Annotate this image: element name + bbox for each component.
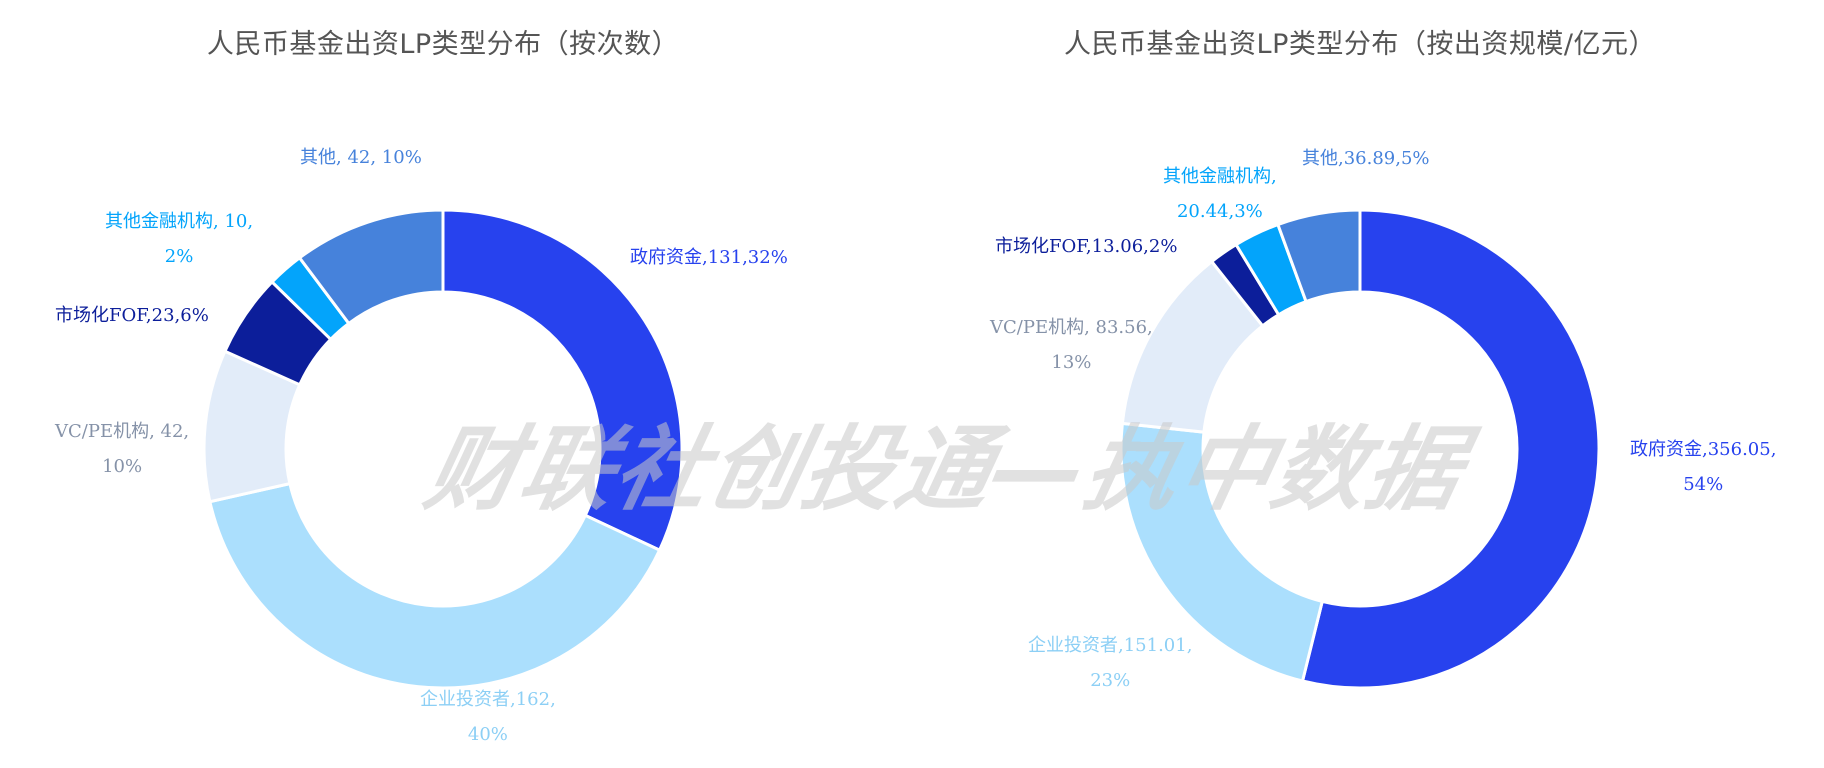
- chart-title-count: 人民币基金出资LP类型分布（按次数）: [206, 29, 680, 60]
- label-otherfin-amount: 其他金融机构, 20.44,3%: [1163, 159, 1277, 229]
- label-line: 市场化FOF,13.06,2%: [995, 236, 1178, 257]
- label-line: 其他,36.89,5%: [1302, 148, 1430, 169]
- label-line: VC/PE机构, 42,: [55, 421, 190, 442]
- label-corp-amount: 企业投资者,151.01, 23%: [1028, 628, 1192, 698]
- label-line: 企业投资者,151.01,: [1028, 635, 1193, 656]
- donut-segment-gov[interactable]: [441, 208, 684, 553]
- label-line: 10%: [102, 456, 143, 477]
- label-gov-amount: 政府资金,356.05, 54%: [1630, 432, 1776, 502]
- label-other-count: 其他, 42, 10%: [300, 140, 422, 175]
- label-line: 13%: [1051, 352, 1092, 373]
- label-vcpe-count: VC/PE机构, 42, 10%: [55, 414, 189, 484]
- label-line: 23%: [1090, 670, 1131, 691]
- label-fof-count: 市场化FOF,23,6%: [55, 298, 209, 333]
- donut-chart-amount: [1119, 208, 1601, 690]
- label-gov-count: 政府资金,131,32%: [630, 240, 788, 275]
- label-line: 政府资金,131,32%: [630, 247, 788, 268]
- donut-segment-corp[interactable]: [1119, 421, 1325, 683]
- label-fof-amount: 市场化FOF,13.06,2%: [995, 229, 1177, 264]
- donut-segment-other[interactable]: [297, 208, 445, 326]
- label-line: 其他金融机构,: [1163, 166, 1277, 187]
- chart-title-amount: 人民币基金出资LP类型分布（按出资规模/亿元）: [1064, 29, 1656, 60]
- donut-segment-corp[interactable]: [208, 481, 662, 690]
- label-line: 54%: [1683, 474, 1724, 495]
- label-line: 40%: [467, 724, 508, 745]
- label-line: VC/PE机构, 83.56,: [990, 317, 1153, 338]
- donut-segment-gov[interactable]: [1300, 208, 1601, 690]
- label-line: 20.44,3%: [1176, 201, 1263, 222]
- label-line: 政府资金,356.05,: [1630, 439, 1777, 460]
- label-line: 市场化FOF,23,6%: [55, 305, 209, 326]
- label-corp-count: 企业投资者,162, 40%: [420, 682, 556, 752]
- donut-segment-other[interactable]: [1275, 208, 1362, 304]
- donut-chart-count: [202, 208, 684, 690]
- label-line: 其他, 42, 10%: [300, 147, 422, 168]
- label-vcpe-amount: VC/PE机构, 83.56, 13%: [990, 310, 1153, 380]
- label-otherfin-count: 其他金融机构, 10, 2%: [105, 204, 253, 274]
- label-other-amount: 其他,36.89,5%: [1302, 141, 1430, 176]
- label-line: 其他金融机构, 10,: [105, 211, 254, 232]
- label-line: 企业投资者,162,: [420, 689, 556, 710]
- label-line: 2%: [164, 246, 194, 267]
